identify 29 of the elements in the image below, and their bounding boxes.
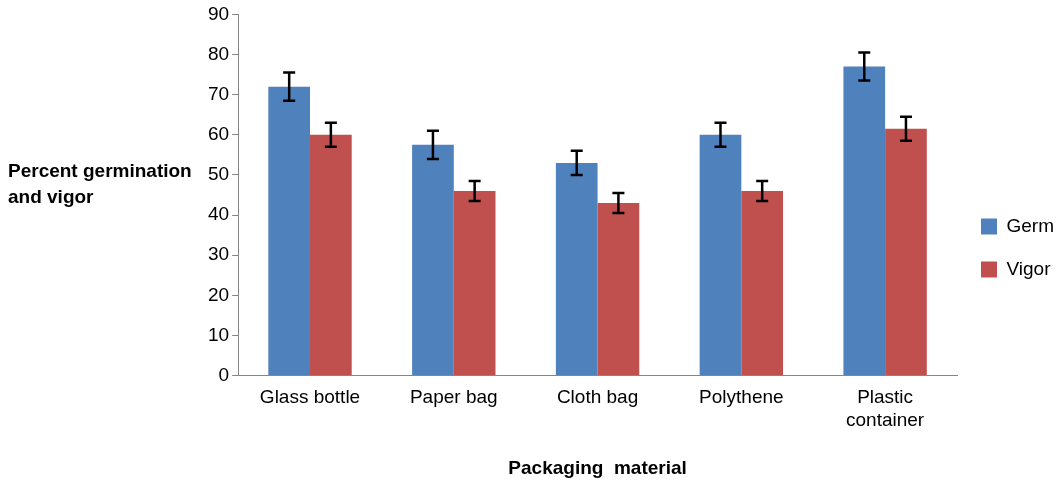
y-tick-label: 30 (207, 243, 230, 265)
y-tick-label: 0 (218, 363, 230, 385)
y-tick-label: 20 (207, 283, 230, 305)
bar (699, 134, 742, 376)
bar (741, 190, 784, 376)
x-tick-label: Cloth bag (556, 386, 639, 408)
bar (268, 86, 311, 376)
bar (555, 162, 598, 376)
bar (453, 190, 496, 376)
x-tick-label: Plastic container (846, 386, 925, 431)
x-tick-label: Paper bag (409, 386, 498, 408)
y-tick-label: 50 (207, 163, 230, 185)
y-tick-label: 70 (207, 82, 230, 104)
y-tick-label: 60 (207, 123, 230, 145)
x-axis-title: Packaging material (508, 456, 687, 478)
bar (412, 144, 454, 376)
legend-label: Germ (1006, 214, 1054, 236)
bar (843, 66, 886, 376)
y-tick-label: 90 (207, 2, 230, 24)
y-tick-label: 40 (207, 203, 230, 225)
legend-label: Vigor (1006, 257, 1052, 279)
y-axis-title: Percent germination and vigor (7, 159, 193, 209)
bar (310, 134, 352, 376)
bar (885, 128, 927, 376)
x-tick-label: Polythene (699, 386, 784, 408)
y-tick-label: 80 (207, 42, 230, 64)
bar (597, 203, 640, 376)
y-tick-label: 10 (207, 323, 230, 345)
x-tick-label: Glass bottle (259, 386, 361, 408)
